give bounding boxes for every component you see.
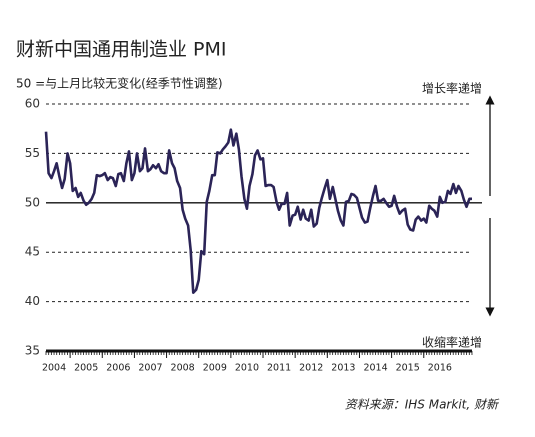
y-tick-label: 60	[25, 97, 40, 111]
x-tick-label: 2009	[203, 363, 227, 374]
chart-subtitle: 50 =与上月比较无变化(经季节性调整)	[16, 76, 223, 91]
chart-title: 财新中国通用制造业 PMI	[16, 39, 227, 61]
x-tick-label: 2010	[235, 363, 259, 374]
x-tick-label: 2006	[106, 363, 130, 374]
x-tick-label: 2007	[138, 363, 162, 374]
x-tick-label: 2012	[299, 363, 323, 374]
annotation-bottom: 收缩率递增	[422, 335, 482, 350]
y-tick-label: 50	[25, 195, 40, 209]
y-tick-label: 45	[25, 245, 40, 259]
x-tick-label: 2004	[42, 363, 66, 374]
x-tick-label: 2011	[267, 363, 291, 374]
x-tick-label: 2016	[428, 363, 452, 374]
x-tick-label: 2008	[171, 363, 195, 374]
x-tick-label: 2005	[74, 363, 98, 374]
x-tick-label: 2015	[396, 363, 420, 374]
source: 资料来源：IHS Markit, 财新	[345, 398, 500, 412]
y-tick-label: 55	[25, 146, 40, 160]
x-tick-label: 2014	[363, 363, 387, 374]
y-tick-label: 35	[25, 344, 40, 358]
y-tick-label: 40	[25, 294, 40, 308]
pmi-line	[44, 128, 472, 295]
annotation-top: 增长率递增	[422, 81, 482, 96]
x-tick-label: 2013	[331, 363, 355, 374]
